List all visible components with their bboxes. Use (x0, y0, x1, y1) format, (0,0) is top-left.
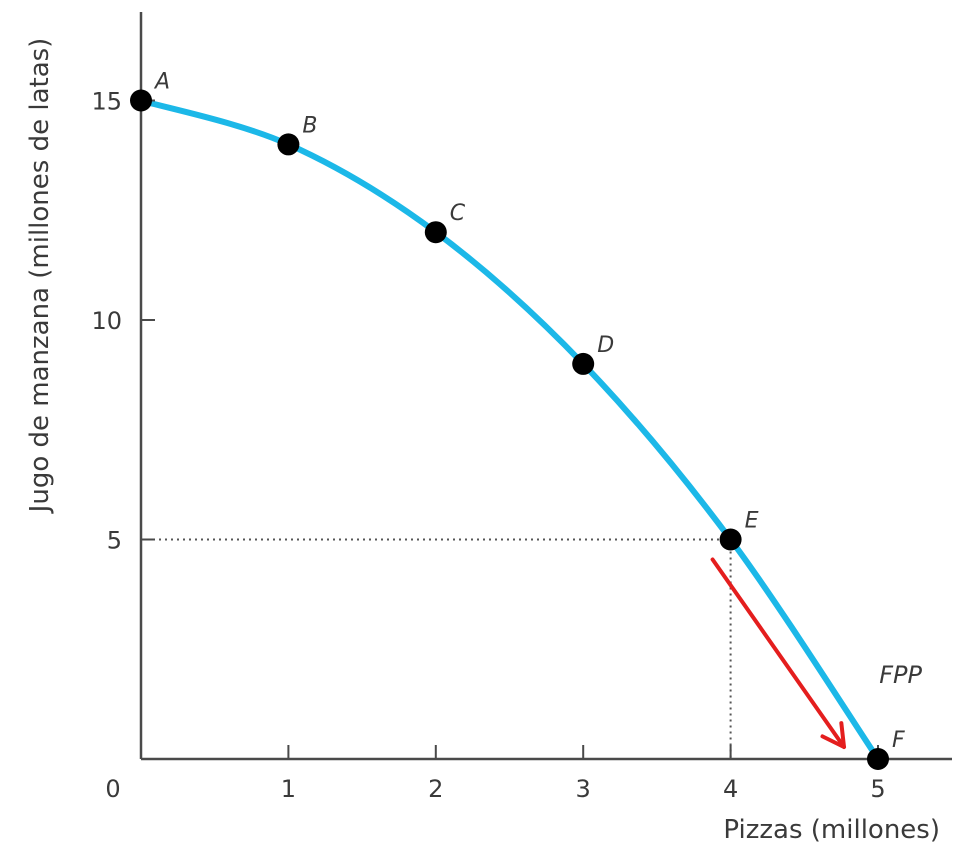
arrow-head (820, 721, 846, 749)
point-a (130, 89, 152, 112)
reference-lines (141, 538, 732, 759)
point-f (867, 748, 889, 770)
y-tick-label: 15 (91, 88, 122, 116)
x-axis-title: Pizzas (millones) (723, 815, 940, 845)
y-tick-label: 10 (91, 307, 122, 335)
point-label-d: D (597, 333, 614, 358)
point-label-c: C (450, 201, 466, 226)
x-tick-label: 4 (723, 775, 738, 803)
arrow-shaft (710, 557, 846, 749)
point-label-b: B (302, 113, 317, 138)
x-tick-label: 1 (281, 775, 296, 803)
point-e (719, 528, 742, 551)
x-tick-label: 3 (576, 775, 591, 803)
point-b (277, 133, 300, 156)
y-tick-label: 5 (107, 527, 122, 555)
point-label-a: A (153, 70, 170, 95)
point-label-e: E (745, 509, 759, 534)
point-c (424, 221, 447, 244)
axis-labels: 0 1 2 3 4 5 5 10 15 (91, 88, 885, 804)
data-points: A B C D E F (130, 70, 905, 770)
point-d (572, 352, 595, 375)
y-axis-title: Jugo de manzana (millones de latas) (25, 38, 55, 515)
series-label-fpp: FPP (879, 661, 922, 689)
x-tick-label: 0 (105, 775, 120, 803)
x-tick-label: 5 (870, 775, 885, 803)
point-label-f: F (892, 728, 905, 753)
x-tick-label: 2 (428, 775, 443, 803)
movement-arrow (710, 557, 846, 749)
axes (139, 12, 952, 761)
ppf-curve (138, 97, 881, 762)
